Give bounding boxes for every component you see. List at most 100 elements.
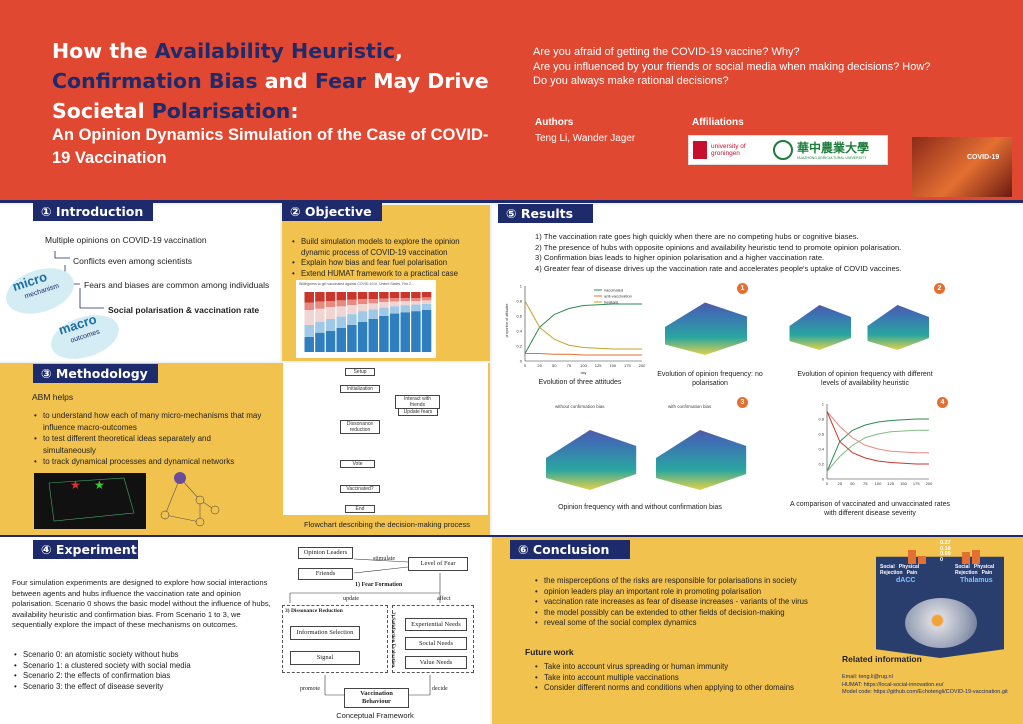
huazhong-logo-text: 華中農業大學: [797, 141, 870, 155]
stack-segment: [379, 302, 389, 308]
conclusion-title: ⑥ Conclusion: [510, 540, 630, 559]
x-tick-label: 100: [580, 363, 587, 368]
humat-link[interactable]: HUMAT: https://local-social-innovation.e…: [842, 681, 944, 688]
caption-fig2: Evolution of opinion frequency: no polar…: [657, 371, 763, 387]
y-axis-label: proportion of attitudes: [505, 303, 509, 337]
y-tick-label: 0.4: [516, 329, 522, 334]
series-line: [826, 411, 929, 454]
network-cube-image: ★ ★: [34, 473, 146, 529]
legend-label: anti-vaccination: [604, 294, 632, 299]
cf-affect: affect: [437, 596, 451, 602]
x-tick-label: 200: [926, 481, 933, 486]
stack-segment: [400, 301, 410, 306]
stack-segment: [315, 332, 325, 352]
y-tick-label: 0: [822, 477, 825, 482]
cf-dissonance-label: 3) Dissonance Reduction: [285, 608, 343, 614]
stack-segment: [400, 298, 410, 301]
agent-node: [195, 495, 205, 505]
conclusion-bullet: the misperceptions of the risks are resp…: [533, 576, 853, 587]
brain-scan: [905, 598, 977, 648]
x-tick-label: 125: [887, 481, 894, 486]
green-star-icon: ★: [94, 478, 105, 492]
attitude-evolution-chart: 0 0.2 0.4 0.6 0.8 1 0 25 50 75 100 125 150 175 200 prop…: [505, 284, 646, 376]
groningen-logo-text: university of groningen: [711, 143, 746, 157]
stack-segment: [304, 337, 314, 352]
stack-segment: [325, 331, 336, 352]
stack-segment: [421, 310, 432, 352]
poster-subtitle: An Opinion Dynamics Simulation of the Ca…: [52, 126, 489, 167]
title-part: May Drive Societal: [52, 69, 489, 123]
brain-scale: 0.27 0.18 0.09 0: [940, 540, 951, 563]
badge-2: 2: [934, 283, 945, 294]
divider: [0, 200, 1023, 203]
stack-segment: [368, 309, 378, 319]
cf-level-of-fear: Level of Fear: [408, 557, 468, 571]
stack-segment: [421, 292, 432, 298]
stack-segment: [336, 328, 346, 352]
badge-1: 1: [737, 283, 748, 294]
title-part: How the: [52, 39, 155, 63]
conclusion-bullets: the misperceptions of the risks are resp…: [533, 576, 853, 629]
x-tick-label: 100: [875, 481, 882, 486]
bar-social-rejection-right: [962, 552, 970, 564]
stack-segment: [347, 305, 357, 315]
x-tick-label: 0: [826, 481, 829, 486]
cf-value-needs: Value Needs: [405, 656, 467, 669]
stack-segment: [325, 319, 336, 331]
related-info-title: Related information: [842, 654, 922, 664]
disease-severity-chart: 0 0.2 0.4 0.6 0.8 1 0 25 50 75 100 125 150 175 200: [818, 402, 933, 487]
objective-bullet: Build simulation models to explore the o…: [290, 237, 485, 258]
stack-segment: [336, 306, 346, 317]
stack-segment: [421, 297, 432, 301]
edge: [164, 514, 201, 523]
scenario-item: Scenario 2: the effects of confirmation …: [12, 671, 272, 682]
stack-segment: [368, 299, 378, 304]
stack-segment: [304, 292, 314, 303]
title-highlight: Polarisation: [151, 99, 291, 123]
flow-node: Vaccinated?: [340, 485, 380, 493]
objective-bullets: Build simulation models to explore the o…: [290, 237, 485, 279]
edge: [164, 477, 181, 516]
stack-segment: [336, 292, 346, 301]
cf-vaccination-behaviour: Vaccination Behaviour: [344, 688, 409, 708]
intro-line: Social polarisation & vaccination rate: [108, 305, 260, 315]
stack-segment: [315, 322, 325, 333]
cf-fear-formation: 1) Fear Formation: [355, 582, 403, 588]
scenario-item: Scenario 0: an atomistic society without…: [12, 650, 272, 661]
y-tick-label: 0.2: [516, 344, 522, 349]
stack-segment: [347, 325, 357, 352]
title-part: ,: [395, 39, 403, 63]
flow-node: Initialization: [340, 385, 380, 393]
hub-node: [174, 472, 186, 484]
future-item: Take into account multiple vaccinations: [533, 673, 833, 684]
stack-segment: [389, 301, 400, 307]
title-part: and: [257, 69, 315, 93]
methodology-bullet: to understand how each of many micro-mec…: [32, 410, 262, 433]
series-line: [524, 303, 642, 354]
flow-node: Vote: [340, 460, 375, 468]
agent-network-diagram: [160, 472, 220, 527]
stacked-bars: [304, 292, 432, 352]
thalamus-label: Thalamus: [960, 577, 993, 584]
caption-fig3: Evolution of opinion frequency with diff…: [797, 371, 933, 387]
scale-value: 0.09: [940, 551, 951, 557]
stack-segment: [411, 304, 421, 312]
flow-node: Interact with friends: [395, 395, 440, 409]
intro-line: Multiple opinions on COVID-19 vaccinatio…: [45, 235, 207, 245]
brain-labels-right: Social Physical: [955, 564, 995, 570]
x-tick-label: 50: [552, 363, 557, 368]
stack-segment: [315, 292, 325, 302]
x-axis-label: day: [581, 371, 587, 375]
title-highlight: Confirmation Bias: [52, 69, 258, 93]
experiment-paragraph: Four simulation experiments are designed…: [12, 578, 271, 629]
question: Are you influenced by your friends or so…: [533, 60, 931, 73]
email-link[interactable]: Email: teng.li@rug.nl: [842, 674, 893, 680]
stack-segment: [357, 311, 368, 322]
stack-segment: [368, 319, 378, 352]
flow-node: Setup: [345, 368, 375, 376]
x-tick-label: 200: [639, 363, 646, 368]
stack-segment: [357, 292, 368, 300]
x-tick-label: 50: [850, 481, 855, 486]
conclusion-bullet: opinion leaders play an important role i…: [533, 587, 853, 598]
code-link[interactable]: Model code: https://github.com/Echotengl…: [842, 689, 1008, 695]
